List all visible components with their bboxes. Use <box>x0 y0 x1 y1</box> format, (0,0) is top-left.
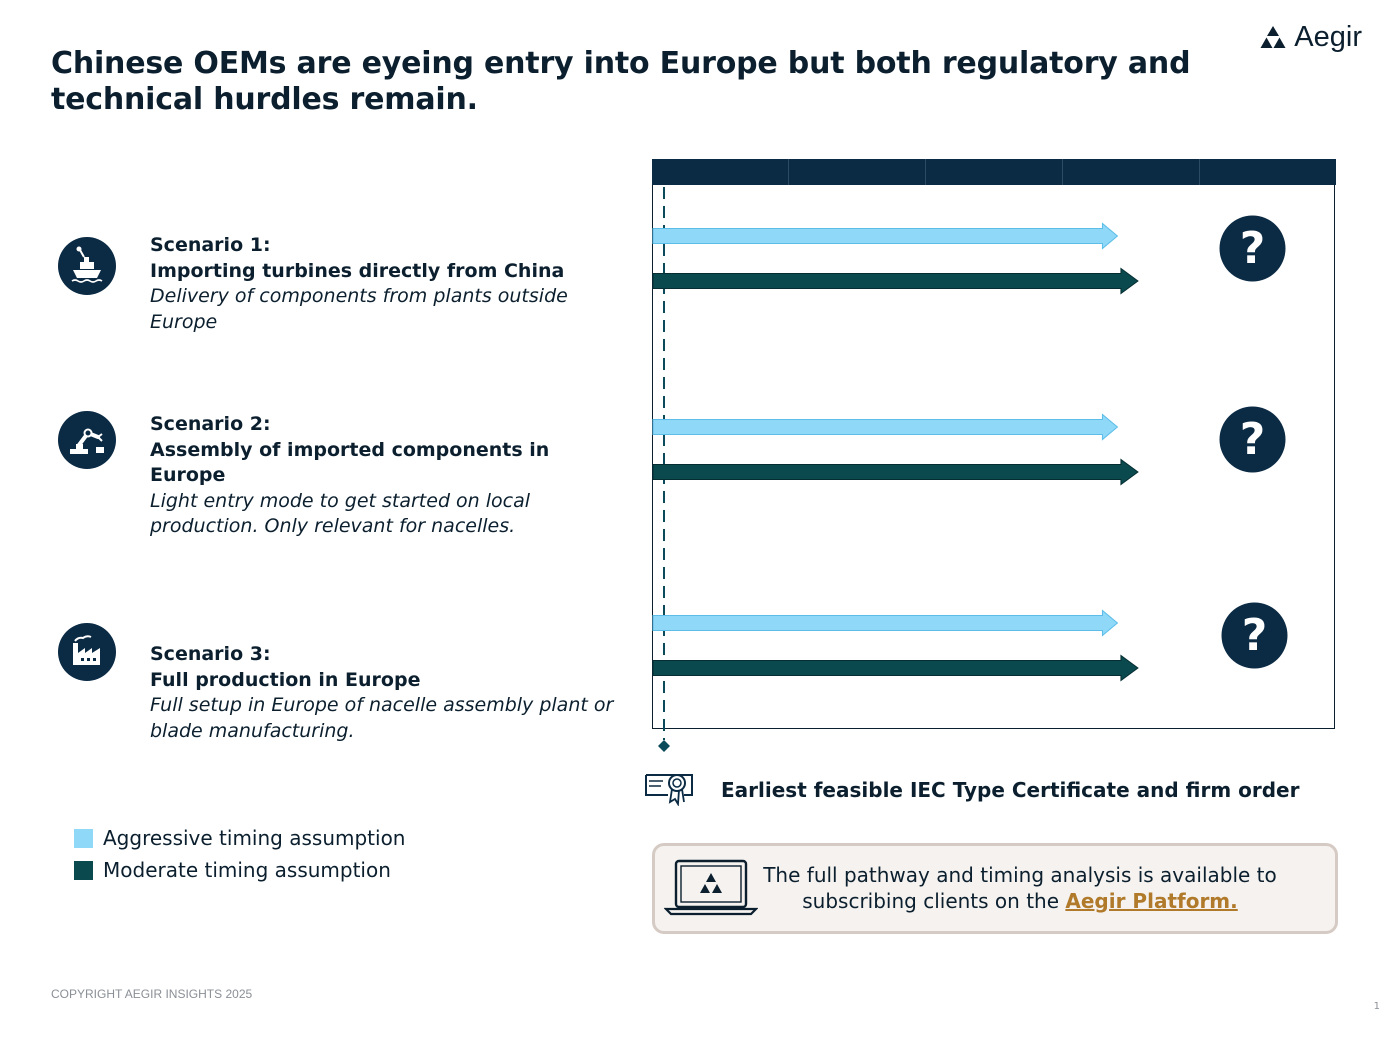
robot-arm-icon <box>58 411 116 469</box>
legend-swatch <box>74 860 93 880</box>
platform-note-text: The full pathway and timing analysis is … <box>740 862 1300 914</box>
scenario-2-text: Scenario 2: Assembly of imported compone… <box>150 412 630 540</box>
certificate-icon <box>645 774 693 806</box>
aegir-platform-link[interactable]: Aegir Platform. <box>1065 889 1238 913</box>
laptop-icon <box>664 859 758 916</box>
scenario-2-description: Light entry mode to get started on local… <box>150 489 531 538</box>
timeline-header-column <box>926 159 1063 185</box>
scenario-2-subtitle: Assembly of imported components in Europ… <box>150 438 550 487</box>
scenario-1-description: Delivery of components from plants outsi… <box>150 285 568 333</box>
aggressive-arrow-scenario-3 <box>652 609 1119 637</box>
question-mark: ? <box>1240 414 1266 465</box>
scenario-3-heading: Scenario 3: <box>150 643 271 665</box>
legend-label: Moderate timing assumption <box>103 858 391 882</box>
note-text: The full pathway and timing analysis is … <box>763 863 1277 913</box>
timeline-header-column <box>652 159 789 185</box>
scenario-3-text: Scenario 3: Full production in Europe Fu… <box>150 642 630 744</box>
page-number: 1 <box>1373 1001 1380 1012</box>
scenario-3-description: Full setup in Europe of nacelle assembly… <box>150 694 614 742</box>
timeline-header <box>652 159 1336 185</box>
legend-aggressive: Aggressive timing assumption <box>74 826 405 850</box>
moderate-arrow-scenario-2 <box>652 458 1139 486</box>
milestone-label: Earliest feasible IEC Type Certificate a… <box>721 778 1300 802</box>
scenario-1-heading: Scenario 1: <box>150 234 271 256</box>
page-title: Chinese OEMs are eyeing entry into Europ… <box>51 46 1191 117</box>
unknown-marker-3: ? <box>1221 602 1288 669</box>
platform-note-box <box>652 843 1338 934</box>
legend-moderate: Moderate timing assumption <box>74 858 391 882</box>
scenario-1-subtitle: Importing turbines directly from China <box>150 259 565 282</box>
milestone-diamond <box>658 740 670 752</box>
aggressive-arrow-scenario-1 <box>652 222 1119 250</box>
ship-icon <box>58 237 116 295</box>
factory-icon <box>58 623 116 681</box>
timeline-header-column <box>789 159 926 185</box>
brand-logo: Aegir <box>1260 20 1362 54</box>
legend-label: Aggressive timing assumption <box>103 826 406 850</box>
scenario-1-text: Scenario 1: Importing turbines directly … <box>150 233 630 335</box>
aggressive-arrow-scenario-2 <box>652 413 1119 441</box>
timeline-header-column <box>1063 159 1200 185</box>
scenario-2-heading: Scenario 2: <box>150 413 271 435</box>
unknown-marker-1: ? <box>1219 215 1286 282</box>
brand-name: Aegir <box>1294 20 1362 53</box>
question-mark: ? <box>1240 223 1266 274</box>
scenario-3-subtitle: Full production in Europe <box>150 668 421 691</box>
aegir-logo-icon <box>1260 26 1286 48</box>
question-mark: ? <box>1242 610 1268 661</box>
copyright: COPYRIGHT AEGIR INSIGHTS 2025 <box>51 987 253 1001</box>
moderate-arrow-scenario-3 <box>652 654 1139 682</box>
moderate-arrow-scenario-1 <box>652 267 1139 295</box>
unknown-marker-2: ? <box>1219 406 1286 473</box>
legend-swatch <box>74 828 93 848</box>
